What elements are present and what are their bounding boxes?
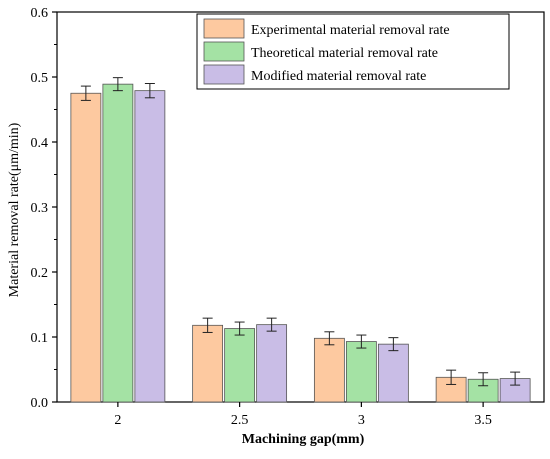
x-tick-label: 3 [358,413,365,428]
legend-box [196,13,510,90]
legend-swatch [203,41,245,62]
y-tick-label: 0.6 [31,6,49,21]
plot-area [56,11,545,403]
x-tick-label: 2.5 [231,413,249,428]
y-tick-label: 0.3 [31,201,49,216]
x-tick-label: 2 [114,413,121,428]
legend-label: Theoretical material removal rate [251,46,438,61]
x-axis-title: Machining gap(mm) [242,432,365,447]
y-tick-label: 0.4 [31,136,49,151]
bar [313,337,345,403]
legend: Experimental material removal rate Theore… [196,13,510,90]
bar [345,341,377,403]
y-tick-label: 0.1 [31,331,49,346]
bar [192,324,224,403]
y-tick-label: 0.0 [31,396,49,411]
legend-label: Modified material removal rate [251,69,426,84]
y-tick-label: 0.5 [31,71,49,86]
y-axis-title: Material removal rate(μm/min) [7,122,22,297]
legend-swatch [203,18,245,39]
bar [70,92,102,403]
x-tick-label: 3.5 [474,413,492,428]
legend-label: Experimental material removal rate [251,23,450,38]
y-tick-label: 0.2 [31,266,49,281]
bar [134,90,166,403]
bar [102,83,134,403]
bar [377,343,409,403]
bar [224,328,256,403]
bar [256,324,288,403]
axis-ticks: 0.0 0.1 0.2 0.3 0.4 0.5 0.6 2 2.5 3 3.5 [31,6,492,428]
legend-swatch [203,64,245,85]
